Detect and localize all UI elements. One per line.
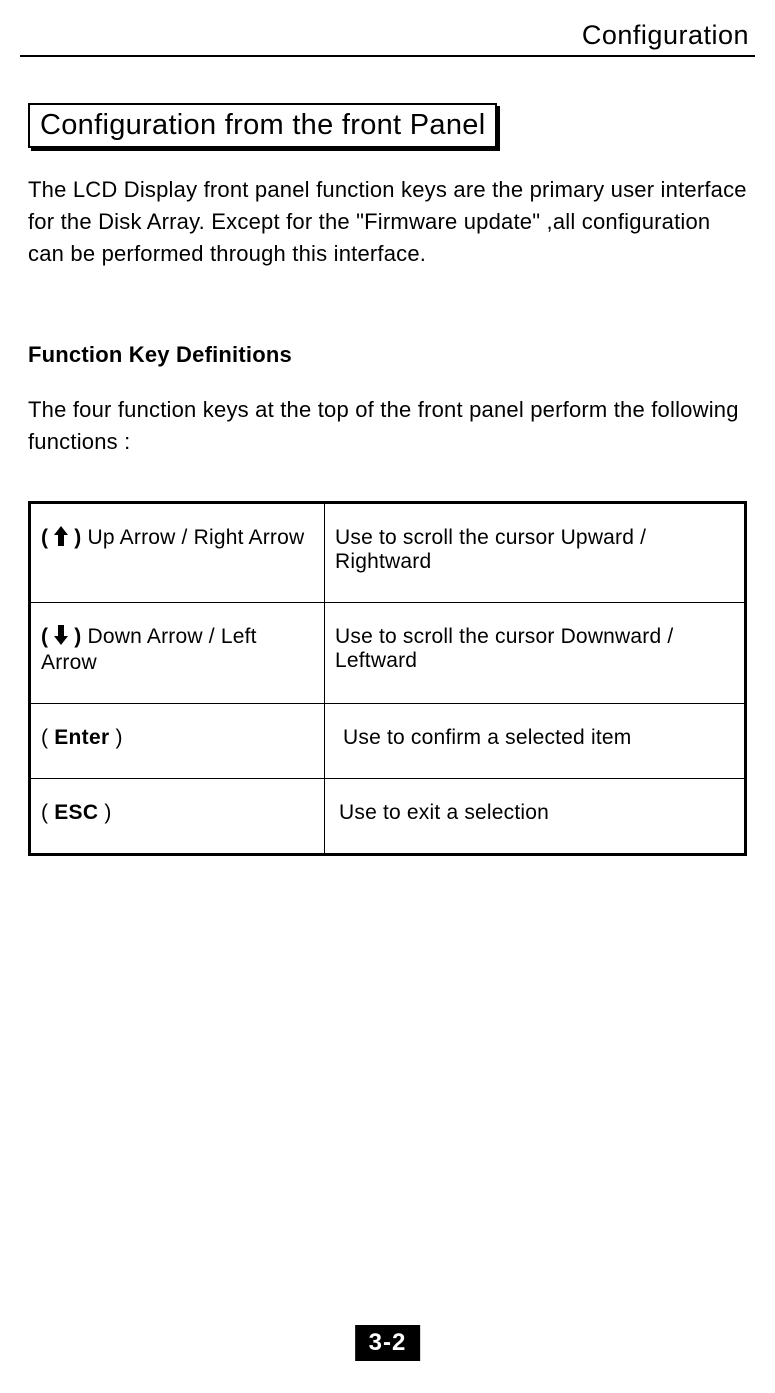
paren-open: (: [41, 625, 48, 648]
page-header-title: Configuration: [20, 20, 749, 51]
bold-key: Enter: [54, 726, 109, 749]
page-number: 3-2: [355, 1325, 421, 1361]
description-cell: Use to exit a selection: [325, 779, 745, 854]
subsection-lead: The four function keys at the top of the…: [28, 394, 749, 458]
header-rule: [20, 55, 755, 57]
description-cell: Use to scroll the cursor Downward / Left…: [325, 603, 745, 704]
table-row: ( Enter ) Use to confirm a selected item: [31, 704, 744, 779]
table-row: ( ) Up Arrow / Right Arrow Use to scroll…: [31, 504, 744, 603]
document-page: Configuration Configuration from the fro…: [0, 0, 775, 1393]
paren-close: ): [98, 801, 111, 824]
table-row: ( ) Down Arrow / Left Arrow Use to scrol…: [31, 603, 744, 704]
key-cell: ( Enter ): [31, 704, 325, 779]
paren-open: (: [41, 801, 54, 824]
description-cell: Use to scroll the cursor Upward / Rightw…: [325, 504, 745, 603]
table-row: ( ESC ) Use to exit a selection: [31, 779, 744, 854]
down-arrow-icon: [54, 625, 68, 651]
key-cell: ( ) Down Arrow / Left Arrow: [31, 603, 325, 704]
function-key-table: ( ) Up Arrow / Right Arrow Use to scroll…: [28, 501, 747, 856]
description-cell: Use to confirm a selected item: [325, 704, 745, 779]
subsection-heading: Function Key Definitions: [28, 342, 755, 368]
paren-close: ): [109, 726, 122, 749]
bold-key: ESC: [54, 801, 98, 824]
section-title-box: Configuration from the front Panel: [28, 103, 497, 148]
key-cell: ( ) Up Arrow / Right Arrow: [31, 504, 325, 603]
key-cell: ( ESC ): [31, 779, 325, 854]
key-label: Up Arrow / Right Arrow: [88, 526, 305, 549]
paren-open: (: [41, 526, 48, 549]
paren-close: ): [74, 625, 81, 648]
intro-paragraph: The LCD Display front panel function key…: [28, 174, 749, 270]
paren-close: ): [74, 526, 81, 549]
paren-open: (: [41, 726, 54, 749]
section-title: Configuration from the front Panel: [40, 109, 485, 141]
up-arrow-icon: [54, 526, 68, 552]
